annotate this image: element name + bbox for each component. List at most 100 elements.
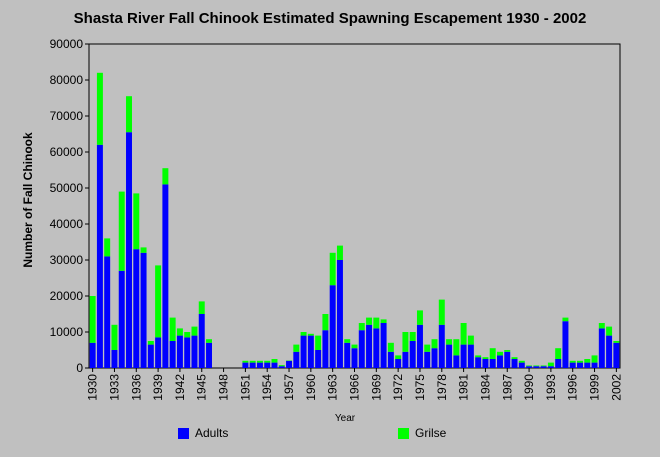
chart-title: Shasta River Fall Chinook Estimated Spaw… bbox=[73, 10, 587, 27]
x-tick-label: 1996 bbox=[566, 374, 580, 401]
bar-adults bbox=[431, 348, 438, 368]
x-tick-label: 1963 bbox=[326, 374, 340, 401]
bar-adults bbox=[140, 252, 147, 368]
bar-grilse bbox=[249, 360, 256, 363]
bar-grilse bbox=[176, 328, 183, 336]
bar-grilse bbox=[322, 314, 329, 331]
bar-grilse bbox=[584, 359, 591, 363]
bar-grilse bbox=[467, 335, 474, 345]
x-tick-label: 1957 bbox=[282, 374, 296, 401]
bar-adults bbox=[133, 249, 140, 368]
bar-grilse bbox=[540, 365, 547, 367]
bar-grilse bbox=[184, 332, 191, 338]
bar-grilse bbox=[155, 265, 162, 338]
bar-adults bbox=[577, 362, 583, 368]
bar-adults bbox=[533, 366, 540, 368]
bar-adults bbox=[147, 344, 154, 368]
bar-grilse bbox=[446, 339, 453, 345]
bar-adults bbox=[271, 362, 278, 368]
legend-item-grilse: Grilse bbox=[398, 426, 446, 440]
bar-grilse bbox=[344, 339, 351, 343]
bar-adults bbox=[206, 342, 213, 368]
bar-adults bbox=[380, 323, 387, 368]
x-tick-label: 1972 bbox=[391, 374, 405, 401]
y-tick-label: 70000 bbox=[50, 109, 84, 123]
bar-grilse bbox=[598, 323, 605, 329]
bar-adults bbox=[496, 355, 503, 368]
legend-label-adults: Adults bbox=[195, 426, 229, 440]
bar-adults bbox=[344, 342, 351, 368]
bar-adults bbox=[584, 362, 591, 368]
bar-adults bbox=[416, 324, 423, 368]
bar-grilse bbox=[547, 362, 554, 367]
bar-grilse bbox=[402, 332, 409, 352]
bar-adults bbox=[540, 366, 547, 368]
bar-grilse bbox=[169, 317, 176, 341]
bar-grilse bbox=[475, 355, 482, 358]
bar-adults bbox=[307, 335, 314, 368]
bar-grilse bbox=[307, 333, 314, 336]
x-tick-label: 1984 bbox=[478, 374, 492, 401]
bar-grilse bbox=[460, 323, 467, 345]
x-tick-label: 1981 bbox=[457, 374, 471, 401]
bar-adults bbox=[278, 366, 285, 368]
bar-adults bbox=[409, 341, 416, 368]
bar-grilse bbox=[198, 301, 205, 314]
x-tick-label: 1999 bbox=[588, 374, 602, 401]
bar-adults bbox=[453, 355, 460, 368]
bar-adults bbox=[547, 366, 554, 368]
bar-adults bbox=[293, 351, 300, 368]
bar-grilse bbox=[577, 360, 583, 363]
bar-adults bbox=[118, 270, 125, 368]
bar-grilse bbox=[424, 344, 431, 352]
x-tick-label: 1969 bbox=[369, 374, 383, 401]
bar-adults bbox=[489, 359, 496, 368]
bar-grilse bbox=[140, 247, 147, 253]
bar-adults bbox=[562, 321, 569, 368]
y-tick-label: 40000 bbox=[50, 217, 84, 231]
plot-frame bbox=[88, 43, 621, 369]
bar-adults bbox=[249, 362, 256, 368]
bar-grilse bbox=[126, 96, 132, 133]
bar-adults bbox=[169, 341, 176, 368]
bar-adults bbox=[96, 144, 103, 368]
bar-adults bbox=[89, 342, 96, 368]
bar-adults bbox=[591, 362, 598, 368]
bar-grilse bbox=[351, 344, 358, 349]
bar-adults bbox=[438, 324, 445, 368]
bar-adults bbox=[424, 351, 431, 368]
bar-adults bbox=[598, 328, 605, 368]
bar-adults bbox=[569, 362, 576, 368]
bar-adults bbox=[467, 344, 474, 368]
bar-grilse bbox=[438, 299, 445, 325]
bar-adults bbox=[162, 184, 169, 368]
bar-adults bbox=[402, 351, 409, 368]
legend-item-adults: Adults bbox=[178, 426, 228, 440]
bar-grilse bbox=[162, 168, 169, 185]
bar-adults bbox=[264, 362, 271, 368]
bar-grilse bbox=[96, 72, 103, 145]
x-tick-label: 1975 bbox=[413, 374, 427, 401]
bar-grilse bbox=[315, 335, 322, 350]
bar-grilse bbox=[242, 360, 249, 363]
bar-adults bbox=[387, 351, 394, 368]
y-tick-label: 0 bbox=[76, 361, 83, 375]
bar-adults bbox=[322, 330, 329, 368]
legend-label-grilse: Grilse bbox=[415, 426, 447, 440]
bar-grilse bbox=[613, 341, 620, 343]
bar-adults bbox=[104, 256, 111, 368]
bar-grilse bbox=[264, 360, 271, 363]
bar-adults bbox=[504, 351, 511, 368]
x-tick-label: 1966 bbox=[348, 374, 362, 401]
bar-grilse bbox=[395, 355, 402, 359]
bar-grilse bbox=[518, 360, 525, 363]
bar-adults bbox=[329, 285, 336, 368]
y-tick-label: 20000 bbox=[50, 289, 84, 303]
bar-grilse bbox=[482, 357, 489, 359]
bar-grilse bbox=[555, 348, 562, 359]
x-tick-label: 1987 bbox=[500, 374, 514, 401]
bar-grilse bbox=[366, 317, 373, 325]
bar-grilse bbox=[504, 350, 511, 352]
bar-grilse bbox=[496, 351, 503, 356]
